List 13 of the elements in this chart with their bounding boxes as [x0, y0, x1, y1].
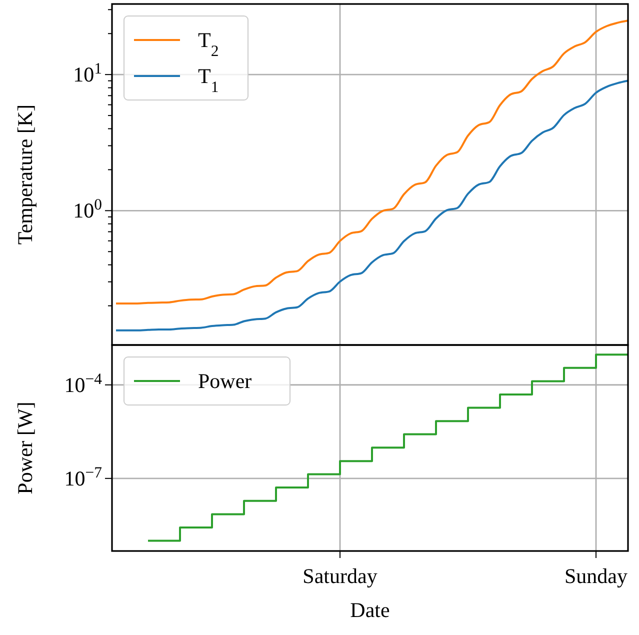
legend-label: Power: [198, 369, 252, 393]
y-axis-title: Power [W]: [13, 402, 37, 494]
x-axis-title: Date: [350, 598, 390, 622]
line-series: [115, 20, 628, 304]
y-tick-label: 10$^{−7}$: [64, 464, 102, 490]
x-tick-label: Sunday: [564, 564, 628, 588]
y-axis-title: Temperature [K]: [13, 104, 37, 245]
y-tick-label: 10$^{−4}$: [64, 370, 102, 397]
legend-label: T$_{1}$: [198, 64, 219, 96]
y-tick-label: 10$^{1}$: [73, 60, 102, 87]
legend-label: T$_{2}$: [198, 28, 219, 60]
y-tick-label: 10$^{0}$: [73, 196, 102, 223]
x-tick-label: Saturday: [302, 564, 378, 588]
